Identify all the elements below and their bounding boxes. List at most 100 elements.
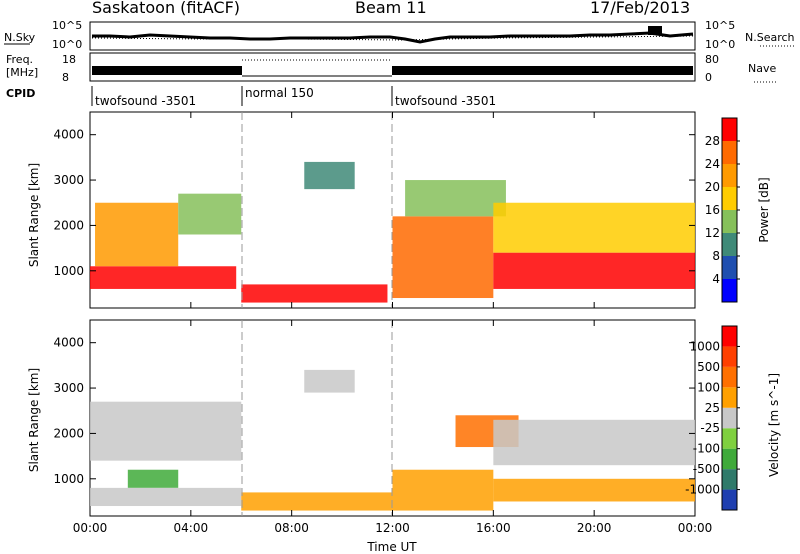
power-colorbar-swatch xyxy=(722,233,737,256)
freq-bar-1 xyxy=(92,66,242,75)
velocity-echo-region xyxy=(90,487,242,507)
power-colorbar-label: Power [dB] xyxy=(757,177,771,242)
nave-label: Nave xyxy=(748,62,776,75)
power-colorbar-tick-label: 24 xyxy=(705,157,720,171)
velocity-panel: 1000 2000 3000 4000 00:00 04:00 08:00 12:00 16:… xyxy=(27,319,781,535)
power-colorbar: 4 8 12 16 20 24 28 xyxy=(705,117,740,303)
power-colorbar-tick-label: 28 xyxy=(705,134,720,148)
velocity-y-tick-label: 3000 xyxy=(53,381,84,395)
velocity-colorbar-tick-label: -100 xyxy=(693,442,720,456)
velocity-colorbar-swatch xyxy=(722,428,737,449)
noise-panel-frame xyxy=(89,21,696,51)
power-echo-region xyxy=(304,161,355,190)
velocity-y-tick-label: 4000 xyxy=(53,336,84,350)
velocity-echo-region xyxy=(90,401,242,461)
velocity-colorbar-tick-label: 100 xyxy=(697,380,720,394)
noise-right-tick-bottom: 10^0 xyxy=(705,38,735,51)
velocity-y-axis-label: Slant Range [km] xyxy=(27,368,41,472)
velocity-x-tick-label: 16:00 xyxy=(476,521,511,535)
freq-left-tick-bottom: 8 xyxy=(62,71,69,84)
velocity-echo-region xyxy=(241,492,393,511)
velocity-colorbar-swatch xyxy=(722,469,737,490)
power-echo-region xyxy=(392,216,494,299)
freq-right-tick-bottom: 0 xyxy=(705,71,712,84)
noise-search-trace xyxy=(91,35,694,41)
freq-label-line1: Freq. xyxy=(6,53,33,66)
power-colorbar-swatch xyxy=(722,187,737,210)
velocity-y-axis: 1000 2000 3000 4000 xyxy=(53,336,695,486)
power-echo-region xyxy=(493,252,695,289)
power-y-tick-label: 1000 xyxy=(53,264,84,278)
date-title: 17/Feb/2013 xyxy=(590,0,690,17)
velocity-colorbar-label: Velocity [m s^-1] xyxy=(767,373,781,477)
power-y-tick-label: 4000 xyxy=(53,128,84,142)
power-colorbar-swatch xyxy=(722,164,737,187)
velocity-x-tick-label: 04:00 xyxy=(174,521,209,535)
velocity-y-tick-label: 1000 xyxy=(53,472,84,486)
power-colorbar-tick-label: 12 xyxy=(705,226,720,240)
freq-bar-3 xyxy=(392,66,693,75)
power-y-tick-label: 2000 xyxy=(53,218,84,232)
noise-right-tick-top: 10^5 xyxy=(705,19,735,32)
power-panel: 1000 2000 3000 4000 Slant Range [km] 4 8 12 16… xyxy=(27,111,771,309)
power-x-axis xyxy=(89,112,696,308)
power-colorbar-swatch xyxy=(722,210,737,233)
velocity-colorbar-tick-label: -1000 xyxy=(685,483,720,497)
power-y-axis-label: Slant Range [km] xyxy=(27,163,41,267)
velocity-colorbar-swatch xyxy=(722,346,737,367)
velocity-echo-region xyxy=(493,419,695,466)
power-colorbar-swatch xyxy=(722,118,737,141)
velocity-x-tick-label: 20:00 xyxy=(577,521,612,535)
power-echo-region xyxy=(493,202,695,253)
freq-label-line2: [MHz] xyxy=(6,66,38,79)
station-title: Saskatoon (fitACF) xyxy=(92,0,240,17)
freq-right-tick-top: 80 xyxy=(705,53,719,66)
velocity-echo-region xyxy=(392,469,494,511)
velocity-colorbar-tick-label: 1000 xyxy=(689,339,720,353)
velocity-x-tick-label: 12:00 xyxy=(375,521,410,535)
velocity-echo-region xyxy=(493,478,695,502)
power-echo-region xyxy=(241,284,388,303)
noise-search-label: N.Search xyxy=(745,31,795,44)
power-colorbar-tick-label: 16 xyxy=(705,203,720,217)
velocity-colorbar: 1000 500 100 25 -25 -100 -500 -1000 xyxy=(685,325,740,511)
freq-left-tick-top: 18 xyxy=(62,53,76,66)
velocity-x-tick-label: 08:00 xyxy=(274,521,309,535)
power-echo-region xyxy=(95,202,179,267)
velocity-x-axis: 00:00 04:00 08:00 12:00 16:00 20:00 00:00 xyxy=(73,320,713,535)
velocity-colorbar-frame xyxy=(721,325,738,511)
x-axis-title: Time UT xyxy=(366,540,417,554)
freq-panel-frame xyxy=(89,52,696,82)
cpid-label: CPID xyxy=(6,87,35,100)
noise-panel: N.Sky 10^5 10^0 10^5 10^0 N.Search xyxy=(4,19,795,51)
cpid-panel: CPID twofsound -3501 normal 150 twofsoun… xyxy=(6,86,496,108)
velocity-colorbar-tick-label: 500 xyxy=(697,360,720,374)
power-echo-layer xyxy=(90,161,695,303)
velocity-echo-region xyxy=(127,469,179,488)
velocity-x-tick-label: 00:00 xyxy=(73,521,108,535)
velocity-x-tick-label: 00:00 xyxy=(678,521,713,535)
velocity-colorbar-swatch xyxy=(722,366,737,388)
noise-left-tick-bottom: 10^0 xyxy=(52,38,82,51)
freq-panel: Freq. [MHz] 18 8 80 0 Nave xyxy=(6,52,776,84)
velocity-colorbar-swatch xyxy=(722,326,737,347)
power-colorbar-tick-label: 4 xyxy=(712,272,720,286)
noise-left-tick-top: 10^5 xyxy=(52,19,82,32)
power-y-axis: 1000 2000 3000 4000 xyxy=(53,128,695,278)
velocity-echo-layer xyxy=(90,369,695,511)
power-colorbar-tick-label: 8 xyxy=(712,249,720,263)
velocity-colorbar-swatch xyxy=(722,448,737,470)
velocity-y-tick-label: 2000 xyxy=(53,426,84,440)
power-colorbar-swatch xyxy=(722,141,737,164)
power-colorbar-tick-label: 20 xyxy=(705,180,720,194)
cpid-segment-1: twofsound -3501 xyxy=(95,94,196,108)
beam-title: Beam 11 xyxy=(355,0,427,17)
velocity-colorbar-tick-label: -500 xyxy=(693,462,720,476)
cpid-segment-2: normal 150 xyxy=(245,86,314,100)
velocity-echo-region xyxy=(304,369,355,393)
velocity-colorbar-swatch xyxy=(722,387,737,408)
velocity-colorbar-swatch xyxy=(722,407,737,429)
noise-sky-label: N.Sky xyxy=(4,31,36,44)
velocity-colorbar-tick-label: 25 xyxy=(705,401,720,415)
